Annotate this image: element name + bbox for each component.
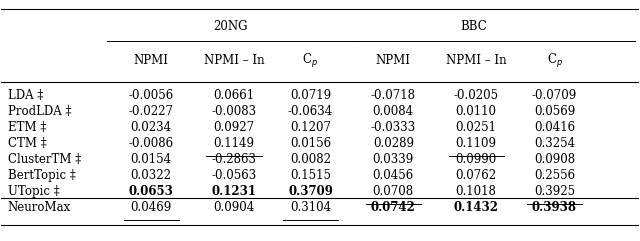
Text: NPMI: NPMI [134,54,168,67]
Text: NPMI: NPMI [376,54,411,67]
Text: -0.0083: -0.0083 [211,105,257,118]
Text: -0.0086: -0.0086 [129,137,173,150]
Text: ProdLDA ‡: ProdLDA ‡ [8,105,71,118]
Text: -0.0333: -0.0333 [371,121,416,134]
Text: 0.0908: 0.0908 [534,153,575,166]
Text: NPMI – In: NPMI – In [204,54,264,67]
Text: 0.0762: 0.0762 [456,169,497,182]
Text: NeuroMax: NeuroMax [8,201,71,214]
Text: -0.0634: -0.0634 [288,105,333,118]
Text: 0.0416: 0.0416 [534,121,575,134]
Text: 0.0289: 0.0289 [372,137,414,150]
Text: 0.0110: 0.0110 [456,105,497,118]
Text: ETM ‡: ETM ‡ [8,121,46,134]
Text: -0.0709: -0.0709 [532,89,577,102]
Text: 0.0990: 0.0990 [456,153,497,166]
Text: 0.0927: 0.0927 [213,121,255,134]
Text: -0.2863: -0.2863 [211,153,257,166]
Text: -0.0056: -0.0056 [129,89,174,102]
Text: 0.0156: 0.0156 [290,137,331,150]
Text: 0.0154: 0.0154 [131,153,172,166]
Text: 0.3104: 0.3104 [290,201,331,214]
Text: 0.1149: 0.1149 [214,137,255,150]
Text: NPMI – In: NPMI – In [446,54,506,67]
Text: 0.0339: 0.0339 [372,153,414,166]
Text: C$_p$: C$_p$ [303,52,319,70]
Text: 0.0082: 0.0082 [290,153,331,166]
Text: 0.0742: 0.0742 [371,201,416,214]
Text: -0.0718: -0.0718 [371,89,416,102]
Text: ClusterTM ‡: ClusterTM ‡ [8,153,81,166]
Text: 0.0653: 0.0653 [129,185,173,198]
Text: 0.1231: 0.1231 [211,185,257,198]
Text: -0.0227: -0.0227 [129,105,173,118]
Text: 0.1515: 0.1515 [290,169,331,182]
Text: 0.0569: 0.0569 [534,105,575,118]
Text: C$_p$: C$_p$ [547,52,563,70]
Text: 0.1432: 0.1432 [454,201,499,214]
Text: 0.0661: 0.0661 [213,89,255,102]
Text: -0.0563: -0.0563 [211,169,257,182]
Text: 0.0251: 0.0251 [456,121,497,134]
Text: 0.3938: 0.3938 [532,201,577,214]
Text: 0.0456: 0.0456 [372,169,414,182]
Text: 0.0719: 0.0719 [290,89,331,102]
Text: 0.0469: 0.0469 [131,201,172,214]
Text: 0.0234: 0.0234 [131,121,172,134]
Text: 0.0904: 0.0904 [213,201,255,214]
Text: BertTopic ‡: BertTopic ‡ [8,169,76,182]
Text: UTopic ‡: UTopic ‡ [8,185,60,198]
Text: 0.0708: 0.0708 [372,185,414,198]
Text: 0.3254: 0.3254 [534,137,575,150]
Text: 0.2556: 0.2556 [534,169,575,182]
Text: 0.1018: 0.1018 [456,185,497,198]
Text: LDA ‡: LDA ‡ [8,89,43,102]
Text: 0.0084: 0.0084 [372,105,414,118]
Text: 0.3709: 0.3709 [288,185,333,198]
Text: -0.0205: -0.0205 [454,89,499,102]
Text: CTM ‡: CTM ‡ [8,137,47,150]
Text: BBC: BBC [461,20,487,33]
Text: 0.1109: 0.1109 [456,137,497,150]
Text: 0.1207: 0.1207 [290,121,331,134]
Text: 0.0322: 0.0322 [131,169,172,182]
Text: 20NG: 20NG [214,20,248,33]
Text: 0.3925: 0.3925 [534,185,575,198]
